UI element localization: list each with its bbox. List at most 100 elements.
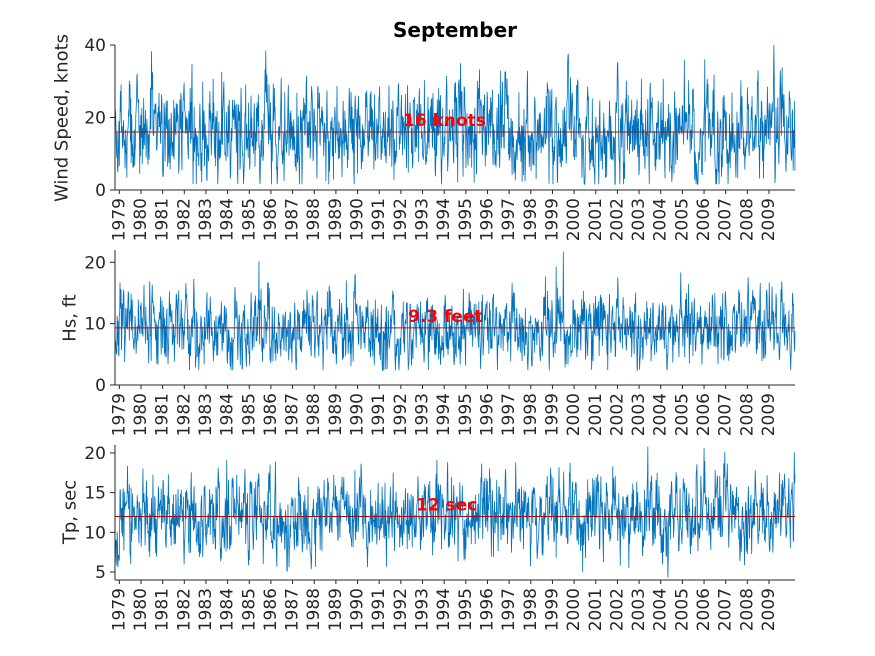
tp-series [114,446,796,578]
tp-x-tick-label: 1994 [434,588,454,631]
hs-x-tick-label: 1983 [196,393,216,436]
tp-x-tick-label: 2007 [716,588,736,631]
wind-speed-x-tick-label: 1999 [542,198,562,241]
tp-x-tick-label: 1983 [196,588,216,631]
hs-x-tick-label: 2005 [672,393,692,436]
wind-speed-series [114,44,796,185]
hs-x-tick-label: 1987 [283,393,303,436]
wind-speed-x-tick-label: 2004 [651,198,671,241]
tp-x-tick-label: 1995 [456,588,476,631]
tp-x-tick-label: 1987 [283,588,303,631]
tp-x-tick-label: 2000 [564,588,584,631]
wind-speed-y-tick-label: 20 [84,109,106,129]
tp-x-tick-label: 2009 [759,588,779,631]
wind-speed-x-tick-label: 2000 [564,198,584,241]
tp-x-tick-label: 1992 [391,588,411,631]
tp-x-tick-label: 1981 [153,588,173,631]
hs-x-tick-label: 1992 [391,393,411,436]
wind-speed-y-tick-label: 40 [84,36,106,56]
hs-y-tick-label: 20 [84,253,106,273]
hs-x-tick-label: 2000 [564,393,584,436]
hs-x-tick-label: 1997 [499,393,519,436]
tp-x-tick-label: 1996 [477,588,497,631]
tp-annotation: 12 sec [416,495,477,515]
hs-y-tick-label: 0 [95,376,106,396]
hs-x-tick-label: 1979 [109,393,129,436]
wind-speed-x-tick-label: 1997 [499,198,519,241]
tp-y-tick-label: 15 [84,484,106,504]
wind-speed-x-tick-label: 1994 [434,198,454,241]
wind-speed-annotation: 16 knots [403,111,486,131]
wind-speed-x-tick-label: 1995 [456,198,476,241]
wind-speed-x-tick-label: 1993 [413,198,433,241]
tp-x-tick-label: 2008 [737,588,757,631]
wind-speed-x-tick-label: 1989 [326,198,346,241]
wind-speed-x-tick-label: 1982 [174,198,194,241]
hs-x-tick-label: 1980 [131,393,151,436]
wind-speed-x-tick-label: 1996 [477,198,497,241]
hs-x-tick-label: 1996 [477,393,497,436]
tp-y-tick-label: 20 [84,444,106,464]
tp-x-tick-label: 1997 [499,588,519,631]
wind-speed-x-tick-label: 2007 [716,198,736,241]
tp-x-tick-label: 2002 [607,588,627,631]
wind-speed-x-tick-label: 2006 [694,198,714,241]
wind-speed-x-tick-label: 2002 [607,198,627,241]
tp-x-tick-label: 1999 [542,588,562,631]
hs-x-tick-label: 1993 [413,393,433,436]
hs-x-tick-label: 1990 [348,393,368,436]
wind-speed-x-tick-label: 1990 [348,198,368,241]
tp-x-tick-label: 1990 [348,588,368,631]
hs-series [114,251,796,371]
wind-speed-x-tick-label: 1981 [153,198,173,241]
tp-x-tick-label: 2004 [651,588,671,631]
tp-x-tick-label: 1991 [369,588,389,631]
hs-x-tick-label: 2003 [629,393,649,436]
tp-x-tick-label: 1988 [304,588,324,631]
wind-speed-x-tick-label: 1980 [131,198,151,241]
hs-x-tick-label: 1998 [521,393,541,436]
tp-y-tick-label: 10 [84,523,106,543]
tp-x-tick-label: 2001 [586,588,606,631]
tp-x-tick-label: 1998 [521,588,541,631]
tp-x-tick-label: 2003 [629,588,649,631]
hs-x-tick-label: 1986 [261,393,281,436]
tp-x-tick-label: 1989 [326,588,346,631]
hs-x-tick-label: 1999 [542,393,562,436]
wind-speed-x-tick-label: 1988 [304,198,324,241]
hs-annotation: 9.3 feet [408,307,483,327]
tp-x-tick-label: 1984 [218,588,238,631]
wind-speed-x-tick-label: 1979 [109,198,129,241]
wind-speed-x-tick-label: 2005 [672,198,692,241]
wind-speed-x-tick-label: 1987 [283,198,303,241]
hs-x-tick-label: 1984 [218,393,238,436]
tp-x-tick-label: 1979 [109,588,129,631]
hs-x-tick-label: 1985 [239,393,259,436]
wind-speed-x-tick-label: 1986 [261,198,281,241]
wind-speed-y-tick-label: 0 [95,181,106,201]
wind-speed-x-tick-label: 2001 [586,198,606,241]
wind-speed-x-tick-label: 1985 [239,198,259,241]
hs-x-tick-label: 1988 [304,393,324,436]
wind-speed-x-tick-label: 1983 [196,198,216,241]
hs-x-tick-label: 1981 [153,393,173,436]
hs-x-tick-label: 1989 [326,393,346,436]
wind-speed-x-tick-label: 1998 [521,198,541,241]
hs-x-tick-label: 2006 [694,393,714,436]
wind-speed-x-tick-label: 1992 [391,198,411,241]
hs-x-tick-label: 2001 [586,393,606,436]
hs-x-tick-label: 1995 [456,393,476,436]
wind-speed-x-tick-label: 1991 [369,198,389,241]
tp-x-tick-label: 1986 [261,588,281,631]
wind-speed-x-tick-label: 2003 [629,198,649,241]
tp-x-tick-label: 2006 [694,588,714,631]
wind-speed-x-tick-label: 1984 [218,198,238,241]
hs-x-tick-label: 2009 [759,393,779,436]
tp-y-tick-label: 5 [95,563,106,583]
hs-x-tick-label: 2007 [716,393,736,436]
